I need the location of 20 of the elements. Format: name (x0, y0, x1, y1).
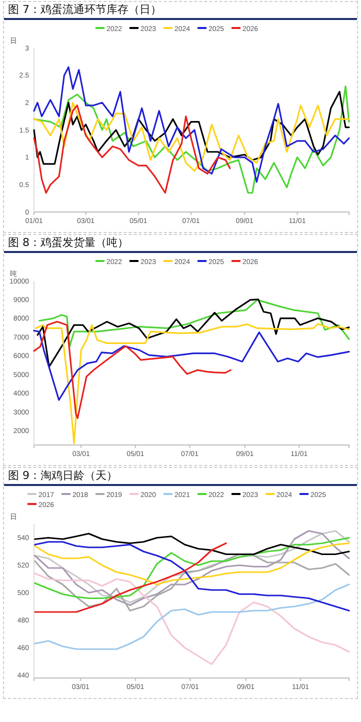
line-series (34, 323, 350, 444)
line-series (36, 298, 350, 368)
line-series (34, 572, 350, 666)
chart-title: 图 7：鸡蛋流通环节库存（日） (4, 2, 357, 20)
line-series (33, 330, 350, 401)
line-series (34, 541, 350, 612)
line-series (33, 102, 350, 172)
line-series (33, 66, 350, 183)
line-series (33, 320, 232, 419)
line-series (33, 85, 350, 194)
line-series (34, 584, 350, 650)
line-series (34, 542, 350, 586)
line-series (34, 532, 350, 556)
line-series (34, 553, 350, 612)
line-series (33, 90, 350, 165)
chart-title: 图 8：鸡蛋发货量（吨） (4, 235, 357, 253)
line-series (38, 299, 350, 348)
line-series (33, 104, 231, 194)
chart-title: 图 9：淘鸡日龄（天） (4, 468, 357, 486)
line-series (34, 542, 227, 613)
